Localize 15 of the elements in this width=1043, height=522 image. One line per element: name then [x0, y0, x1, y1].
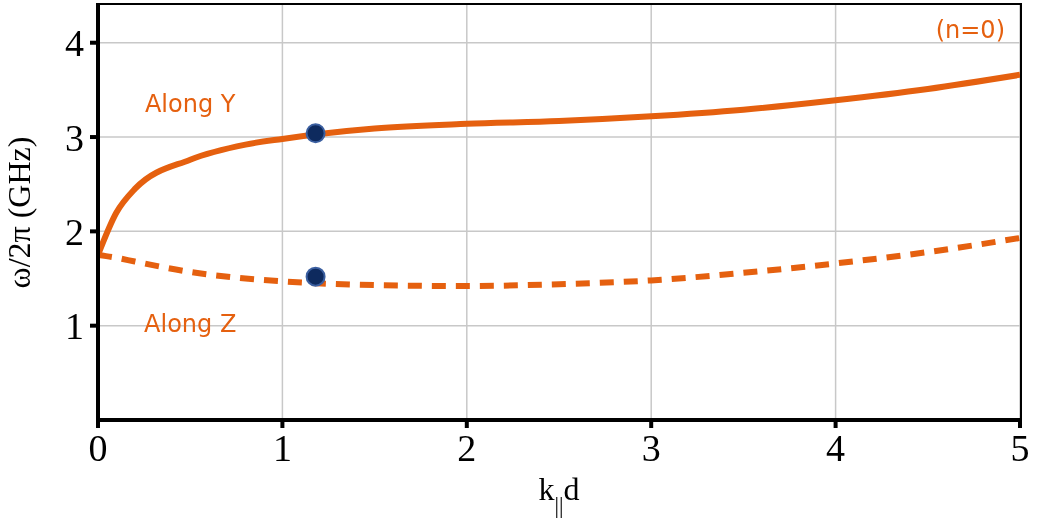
x-tick-label: 2: [457, 426, 477, 469]
y-tick-label: 1: [65, 305, 84, 348]
y-tick-label: 4: [65, 22, 84, 65]
y-axis-title: ω/2π (GHz): [1, 136, 37, 289]
annotation: (n=0): [935, 16, 1005, 44]
y-tick-label: 2: [65, 210, 84, 253]
x-axis-title: k$_{||}$d: [538, 471, 580, 518]
x-tick-label: 1: [272, 426, 292, 469]
series-label: Along Y: [144, 89, 236, 118]
y-tick-label: 3: [65, 116, 84, 159]
x-tick-label: 4: [826, 426, 846, 469]
series-label: Along Z: [144, 309, 237, 338]
x-tick-label: 3: [641, 426, 661, 469]
x-tick-label: 0: [88, 426, 108, 469]
x-tick-label: 5: [1010, 426, 1030, 469]
